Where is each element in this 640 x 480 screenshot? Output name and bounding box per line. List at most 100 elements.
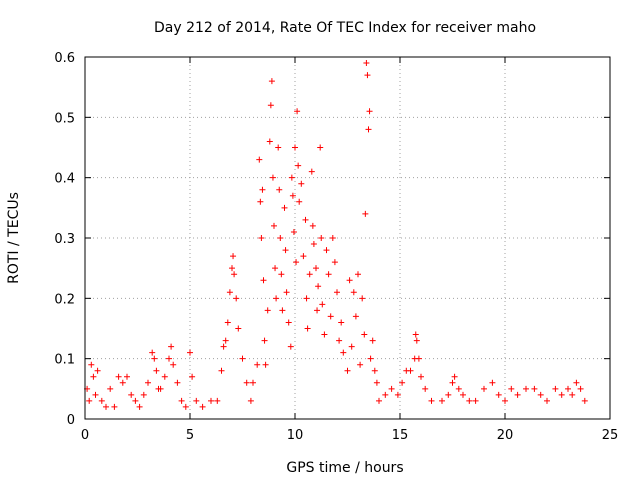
- data-point: [573, 379, 580, 386]
- data-point: [239, 355, 246, 362]
- x-tick-label: 25: [602, 428, 619, 443]
- data-point: [369, 337, 376, 344]
- data-point: [365, 126, 372, 133]
- data-point: [310, 241, 317, 248]
- data-point: [178, 397, 185, 404]
- data-point: [222, 337, 229, 344]
- data-point: [348, 343, 355, 350]
- data-point: [279, 307, 286, 314]
- y-tick-label: 0.3: [54, 232, 75, 247]
- data-point: [412, 331, 419, 338]
- data-point: [278, 271, 285, 278]
- data-point: [481, 385, 487, 392]
- data-point: [363, 60, 370, 67]
- data-point: [269, 174, 276, 181]
- data-point: [537, 391, 544, 398]
- data-point: [132, 397, 139, 404]
- data-point: [334, 289, 340, 296]
- data-point: [282, 247, 289, 254]
- grid-lines: [85, 57, 610, 419]
- y-tick-label: 0.6: [54, 51, 75, 66]
- data-point: [445, 391, 452, 398]
- data-point: [569, 391, 576, 398]
- data-point: [321, 331, 328, 338]
- data-point: [250, 379, 256, 386]
- data-point: [261, 337, 268, 344]
- x-tick-label: 0: [81, 428, 89, 443]
- data-point: [302, 216, 309, 223]
- data-point: [489, 379, 496, 386]
- chart-title: Day 212 of 2014, Rate Of TEC Index for r…: [154, 20, 536, 36]
- y-tick-label: 0.2: [54, 292, 75, 307]
- data-point: [187, 349, 193, 356]
- data-point: [303, 295, 310, 302]
- y-tick-label: 0: [67, 413, 75, 428]
- data-point: [281, 204, 288, 211]
- data-point: [581, 397, 588, 404]
- data-point: [260, 277, 267, 284]
- data-point: [168, 343, 175, 350]
- data-point: [327, 313, 334, 320]
- data-point: [350, 289, 357, 296]
- data-point: [317, 144, 324, 151]
- y-tick-label: 0.4: [54, 172, 75, 187]
- data-point: [376, 397, 382, 404]
- data-point: [329, 235, 336, 241]
- data-point: [314, 307, 321, 314]
- data-point: [285, 319, 292, 326]
- y-tick-label: 0.1: [54, 353, 75, 368]
- data-point: [161, 373, 168, 380]
- data-point: [224, 319, 231, 326]
- data-point: [357, 361, 364, 368]
- data-point: [151, 355, 158, 362]
- data-point: [262, 361, 269, 368]
- data-point: [367, 355, 374, 362]
- data-point: [182, 403, 189, 410]
- data-point: [323, 247, 330, 254]
- data-point: [107, 385, 114, 392]
- data-point: [140, 391, 147, 398]
- x-tick-label: 5: [186, 428, 194, 443]
- data-point: [276, 186, 283, 193]
- data-point: [407, 367, 414, 374]
- data-point: [153, 367, 160, 374]
- data-point: [296, 198, 303, 205]
- data-point: [157, 385, 164, 392]
- data-point: [336, 337, 343, 344]
- data-point: [399, 379, 406, 386]
- data-point: [293, 259, 300, 266]
- data-point: [388, 385, 395, 392]
- data-point: [272, 265, 279, 272]
- data-point: [290, 228, 297, 235]
- data-point: [495, 391, 502, 398]
- data-point: [275, 144, 282, 151]
- data-point: [382, 391, 389, 398]
- data-point: [362, 210, 369, 217]
- data-point: [259, 186, 266, 193]
- data-point: [295, 162, 302, 169]
- y-tick-label: 0.5: [54, 111, 75, 126]
- data-point: [218, 367, 225, 374]
- data-point: [413, 337, 420, 344]
- data-point: [115, 373, 122, 380]
- data-point: [247, 397, 254, 404]
- data-point: [565, 385, 571, 392]
- data-point: [235, 325, 242, 332]
- data-point: [331, 259, 338, 266]
- data-point: [243, 379, 250, 386]
- data-point: [359, 295, 366, 302]
- y-axis-label: ROTI / TECUs: [6, 192, 22, 284]
- data-point: [149, 349, 156, 356]
- data-point: [300, 253, 307, 260]
- x-tick-label: 20: [497, 428, 514, 443]
- data-point: [136, 403, 143, 410]
- data-point: [277, 235, 284, 241]
- data-point: [214, 397, 221, 404]
- data-point: [306, 271, 313, 278]
- data-point: [128, 391, 135, 398]
- axis-ticks: 0 5 10 15 20 25 0 0.1 0.2 0.3 0.4 0.5 0.6: [54, 51, 618, 443]
- data-point: [111, 403, 118, 410]
- data-point: [257, 198, 264, 205]
- data-point: [415, 355, 422, 362]
- data-point: [288, 174, 295, 181]
